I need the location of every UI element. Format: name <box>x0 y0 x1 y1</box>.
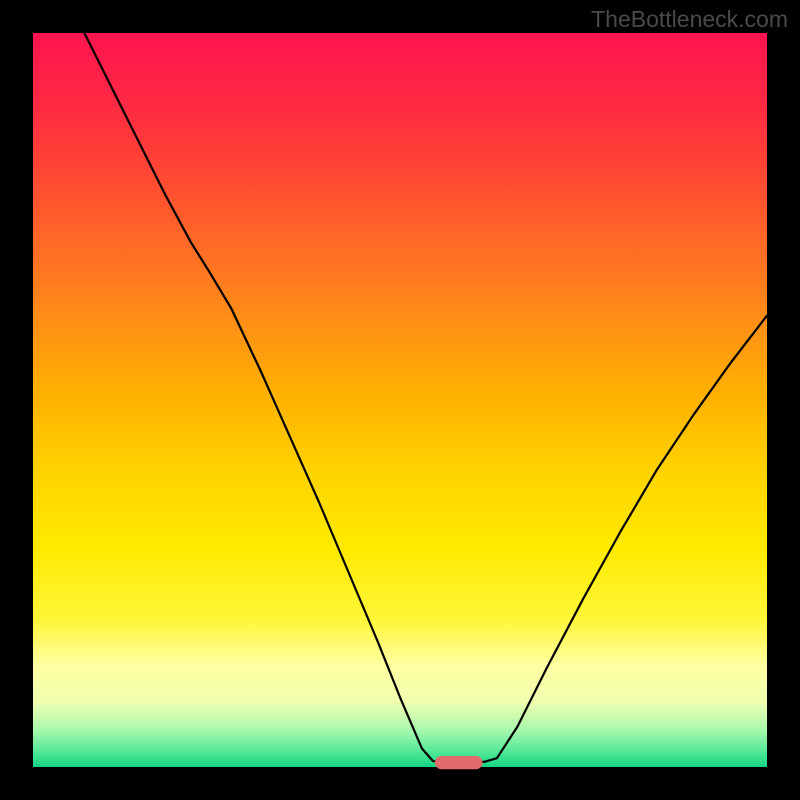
optimal-marker <box>435 756 483 769</box>
chart-svg <box>0 0 800 800</box>
chart-canvas: TheBottleneck.com <box>0 0 800 800</box>
plot-background <box>33 33 767 767</box>
